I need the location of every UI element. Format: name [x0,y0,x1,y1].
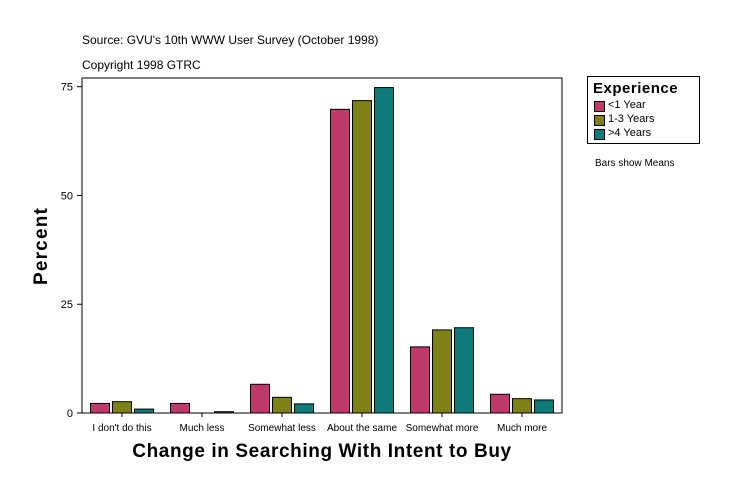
bar [490,393,510,414]
bar [512,398,532,414]
legend-label: <1 Year [608,99,646,111]
plot-frame [81,77,563,414]
legend-swatch-lt1-year [594,101,605,112]
legend: Experience <1 Year 1-3 Years >4 Years [587,76,700,144]
bar [90,402,110,414]
legend-label: 1-3 Years [608,113,655,125]
y-tick-label: 0 [67,408,73,420]
note-text: Bars show Means [595,158,675,169]
x-tick-label: About the same [327,423,397,434]
bar [374,87,394,414]
y-axis-title: Percent [31,207,52,285]
bar [170,402,190,414]
x-tick-label: Somewhat less [248,423,316,434]
bar [214,411,234,414]
bar [410,346,430,414]
bar [330,108,350,414]
y-tick-label: 25 [61,299,73,311]
bar [432,329,452,414]
y-tick-label: 75 [61,82,73,94]
bar [534,399,554,414]
legend-title: Experience [593,80,679,97]
legend-swatch-1-3-years [594,115,605,126]
x-tick-label: Somewhat more [406,423,479,434]
x-tick-label: I don't do this [92,423,151,434]
bar [250,383,270,414]
bar [272,396,292,414]
copyright-text: Copyright 1998 GTRC [82,58,201,72]
y-tick-label: 50 [61,190,73,202]
bar [134,408,154,414]
x-tick-label: Much less [179,423,224,434]
x-tick-label: Much more [497,423,547,434]
source-text: Source: GVU's 10th WWW User Survey (Octo… [82,33,379,47]
legend-label: >4 Years [608,127,652,139]
legend-swatch-gt4-years [594,129,605,140]
bar [294,403,314,414]
bar [454,327,474,414]
x-axis-title: Change in Searching With Intent to Buy [132,441,511,462]
bar [112,401,132,414]
bar [352,100,372,414]
